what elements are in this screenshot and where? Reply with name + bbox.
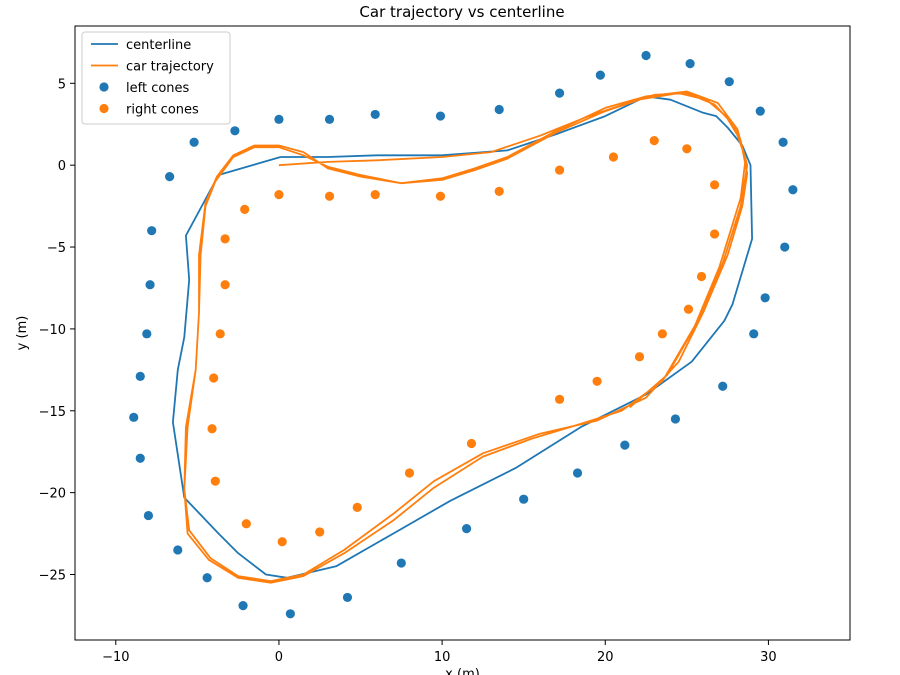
- left-cones-point: [780, 242, 790, 252]
- left-cones-point: [749, 329, 759, 339]
- y-axis-label: y (m): [15, 316, 30, 351]
- left-cones-point: [595, 70, 605, 80]
- right-cones-point: [608, 152, 619, 162]
- left-cones-point: [135, 371, 145, 381]
- left-cones-point: [238, 601, 248, 611]
- left-cones-point: [670, 414, 681, 424]
- left-cones-point: [760, 293, 770, 303]
- legend-swatch-left-cones: [99, 82, 109, 92]
- right-cones-point: [709, 180, 720, 190]
- left-cones-point: [173, 545, 183, 555]
- y-tick-label: −5: [47, 241, 66, 256]
- right-cones-point: [207, 424, 217, 434]
- x-axis: −10 0 10 20 30: [102, 640, 777, 665]
- right-cones-point: [277, 537, 287, 547]
- plot-area: [129, 50, 798, 619]
- left-cones-point: [324, 114, 335, 124]
- left-cones-point: [755, 106, 765, 116]
- series-centerline-line: [172, 95, 753, 579]
- left-cones-point: [165, 172, 175, 182]
- right-cones-point: [352, 502, 362, 512]
- legend-label-car-trajectory: car trajectory: [126, 60, 214, 75]
- right-cones-point: [554, 165, 565, 175]
- right-cones-point: [220, 234, 230, 244]
- left-cones-point: [147, 226, 157, 236]
- right-cones-point: [220, 280, 230, 290]
- left-cones-point: [189, 137, 199, 147]
- left-cones-point: [494, 104, 504, 115]
- left-cones-point: [554, 88, 565, 98]
- x-tick-label: 0: [275, 650, 283, 665]
- plot-frame: [74, 25, 851, 641]
- right-cones-point: [709, 229, 720, 239]
- left-cones-point: [435, 111, 446, 121]
- y-axis: 5 0 −5 −10 −15 −20 −25: [39, 77, 75, 584]
- legend: centerline car trajectory left cones right …: [81, 31, 231, 125]
- left-cones-point: [285, 609, 295, 619]
- right-cones-point: [554, 394, 565, 404]
- left-cones-point: [274, 114, 284, 124]
- right-cones-point: [683, 304, 694, 314]
- left-cones-point: [342, 592, 353, 603]
- left-cones-point: [145, 280, 155, 290]
- right-cones-point: [240, 204, 250, 214]
- y-tick-label: −10: [39, 323, 66, 338]
- right-cones-point: [696, 271, 707, 282]
- right-cones-point: [634, 352, 645, 362]
- x-tick-label: 20: [597, 650, 614, 665]
- left-cones-point: [129, 412, 139, 422]
- right-cones-point: [209, 373, 219, 383]
- legend-swatch-right-cones: [99, 103, 109, 114]
- y-tick-label: 0: [58, 159, 66, 174]
- right-cones-point: [494, 186, 504, 196]
- left-cones-point: [718, 381, 728, 391]
- left-cones-point: [685, 59, 695, 69]
- x-tick-label: 30: [760, 650, 777, 665]
- right-cones-point: [592, 376, 602, 386]
- left-cones-point: [370, 109, 380, 120]
- left-cones-point: [396, 558, 406, 568]
- y-tick-label: −15: [39, 405, 66, 420]
- x-tick-label: 10: [434, 650, 451, 665]
- x-tick-label: −10: [102, 650, 129, 665]
- left-cones-point: [620, 440, 630, 450]
- left-cones-point: [778, 137, 788, 147]
- legend-label-right-cones: right cones: [126, 103, 199, 118]
- right-cones-point: [324, 191, 335, 201]
- right-cones-point: [215, 329, 225, 339]
- left-cones-point: [135, 453, 145, 463]
- y-tick-label: −25: [39, 569, 66, 584]
- left-cones-point: [143, 510, 154, 521]
- left-cones-point: [142, 329, 152, 339]
- left-cones-point: [461, 524, 472, 534]
- x-axis-label: x (m): [445, 667, 480, 675]
- right-cones-point: [404, 468, 415, 478]
- right-cones-point: [210, 476, 220, 486]
- left-cones-point: [202, 573, 212, 583]
- left-cones-point: [788, 185, 798, 195]
- legend-label-left-cones: left cones: [126, 81, 190, 96]
- right-cones-point: [315, 527, 325, 537]
- right-cones-point: [657, 329, 667, 339]
- right-cones-point: [370, 190, 380, 200]
- left-cones-point: [230, 126, 240, 136]
- series-car-trajectory-line: [183, 90, 749, 584]
- right-cones-point: [274, 190, 284, 200]
- right-cones-point: [649, 136, 659, 146]
- legend-box: [81, 31, 231, 125]
- right-cones-point: [241, 519, 251, 529]
- right-cones-point: [435, 191, 446, 201]
- left-cones-point: [724, 77, 734, 87]
- right-cones-point: [682, 144, 692, 154]
- chart-title: Car trajectory vs centerline: [359, 3, 564, 21]
- right-cones-point: [466, 438, 477, 449]
- left-cones-point: [572, 468, 583, 478]
- left-cones-point: [641, 50, 651, 61]
- y-tick-label: 5: [58, 77, 66, 92]
- y-tick-label: −20: [39, 487, 66, 502]
- legend-label-centerline: centerline: [126, 38, 191, 53]
- left-cones-point: [519, 494, 529, 504]
